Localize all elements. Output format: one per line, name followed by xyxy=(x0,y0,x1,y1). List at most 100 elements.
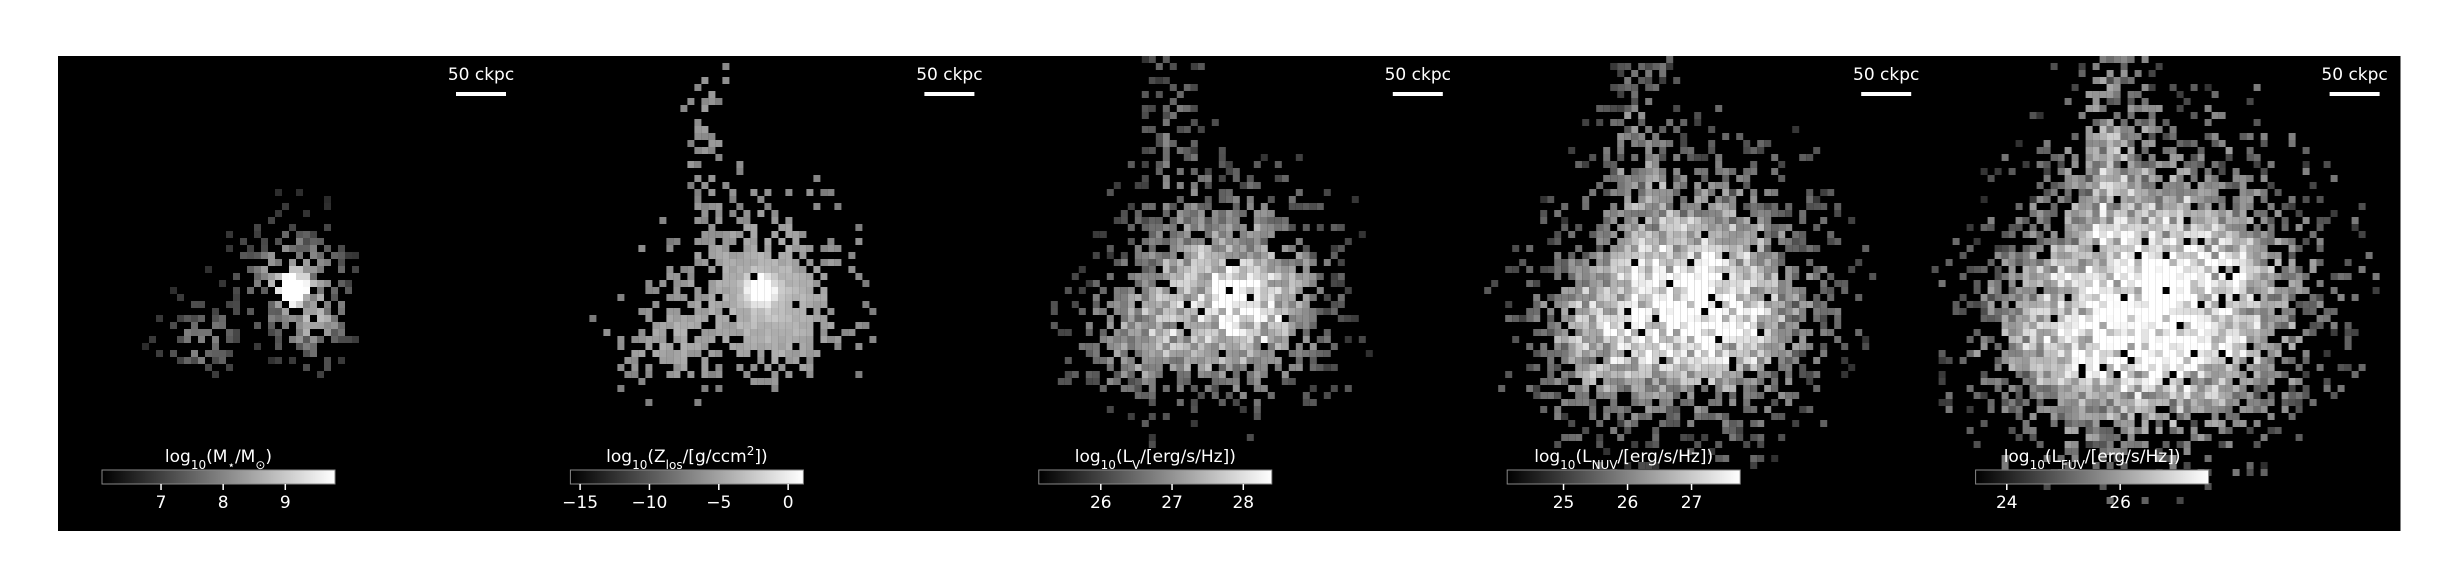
map-pixel xyxy=(2078,175,2086,182)
map-pixel xyxy=(1169,84,1177,91)
map-pixel xyxy=(778,294,786,301)
map-pixel xyxy=(1134,322,1142,329)
map-pixel xyxy=(2274,273,2282,280)
map-pixel xyxy=(1575,259,1583,266)
map-pixel xyxy=(722,280,730,287)
map-pixel xyxy=(2022,231,2030,238)
map-pixel xyxy=(792,308,800,315)
colorbar xyxy=(569,469,804,485)
map-pixel xyxy=(785,189,793,196)
map-pixel xyxy=(1596,441,1604,448)
map-pixel xyxy=(2169,315,2177,322)
map-pixel xyxy=(2008,322,2016,329)
map-pixel xyxy=(2183,406,2191,413)
map-pixel xyxy=(1575,385,1583,392)
map-pixel xyxy=(2113,315,2121,322)
map-pixel xyxy=(771,266,779,273)
map-pixel xyxy=(1519,259,1527,266)
map-pixel xyxy=(2029,434,2037,441)
map-pixel xyxy=(1757,371,1765,378)
map-pixel xyxy=(2239,224,2247,231)
map-pixel xyxy=(156,350,163,357)
map-pixel xyxy=(1190,224,1198,231)
map-pixel xyxy=(1666,63,1674,70)
map-pixel xyxy=(2232,252,2240,259)
map-pixel xyxy=(1134,273,1142,280)
map-pixel xyxy=(1980,168,1988,175)
map-pixel xyxy=(1645,175,1653,182)
map-pixel xyxy=(1603,378,1611,385)
map-pixel xyxy=(2218,315,2226,322)
map-pixel xyxy=(2120,126,2128,133)
map-pixel xyxy=(2134,280,2142,287)
map-pixel xyxy=(1582,399,1590,406)
map-pixel xyxy=(1589,294,1597,301)
map-pixel xyxy=(1659,140,1667,147)
map-pixel xyxy=(2204,273,2212,280)
map-pixel xyxy=(1785,350,1793,357)
map-pixel xyxy=(1757,336,1765,343)
map-pixel xyxy=(2092,182,2100,189)
map-pixel xyxy=(1253,357,1261,364)
map-pixel xyxy=(1771,378,1779,385)
map-pixel xyxy=(750,245,758,252)
map-pixel xyxy=(1743,343,1751,350)
map-pixel xyxy=(2029,301,2037,308)
map-pixel xyxy=(1561,413,1569,420)
map-pixel xyxy=(2127,406,2135,413)
map-pixel xyxy=(1540,196,1548,203)
map-pixel xyxy=(2022,161,2030,168)
map-pixel xyxy=(2036,280,2044,287)
map-pixel xyxy=(1582,427,1590,434)
map-pixel xyxy=(1589,343,1597,350)
map-pixel xyxy=(1253,252,1261,259)
map-pixel xyxy=(1554,252,1562,259)
map-pixel xyxy=(1666,119,1674,126)
map-pixel xyxy=(715,154,723,161)
map-pixel xyxy=(2085,434,2093,441)
map-pixel xyxy=(1106,364,1114,371)
map-pixel xyxy=(1617,434,1625,441)
map-pixel xyxy=(722,301,730,308)
map-pixel xyxy=(1645,77,1653,84)
map-pixel xyxy=(1750,322,1758,329)
map-pixel xyxy=(1204,182,1212,189)
map-pixel xyxy=(1659,224,1667,231)
map-pixel xyxy=(2155,420,2163,427)
map-pixel xyxy=(1512,336,1520,343)
map-pixel xyxy=(2169,287,2177,294)
map-pixel xyxy=(1771,168,1779,175)
map-pixel xyxy=(2092,266,2100,273)
map-pixel xyxy=(785,280,793,287)
map-pixel xyxy=(2078,224,2086,231)
colorbar-tick-label: 25 xyxy=(1553,493,1575,513)
map-pixel xyxy=(1617,133,1625,140)
map-pixel xyxy=(2176,259,2184,266)
map-pixel xyxy=(729,294,737,301)
map-pixel xyxy=(1673,406,1681,413)
map-pixel xyxy=(2127,224,2135,231)
map-pixel xyxy=(2008,343,2016,350)
map-pixel xyxy=(1617,252,1625,259)
map-pixel xyxy=(1589,350,1597,357)
map-pixel xyxy=(1113,350,1121,357)
map-pixel xyxy=(1617,420,1625,427)
map-pixel xyxy=(1141,357,1149,364)
map-pixel xyxy=(2078,343,2086,350)
map-pixel xyxy=(1624,126,1632,133)
map-pixel xyxy=(2176,385,2184,392)
map-pixel xyxy=(2127,336,2135,343)
map-pixel xyxy=(2036,350,2044,357)
map-pixel xyxy=(1792,294,1800,301)
map-pixel xyxy=(2127,364,2135,371)
map-pixel xyxy=(2197,224,2205,231)
map-pixel xyxy=(1638,63,1646,70)
map-pixel xyxy=(338,259,345,266)
map-pixel xyxy=(2253,329,2261,336)
map-pixel xyxy=(1113,371,1121,378)
map-pixel xyxy=(1994,280,2002,287)
map-pixel xyxy=(645,399,653,406)
map-pixel xyxy=(2267,392,2275,399)
map-pixel xyxy=(1295,154,1303,161)
